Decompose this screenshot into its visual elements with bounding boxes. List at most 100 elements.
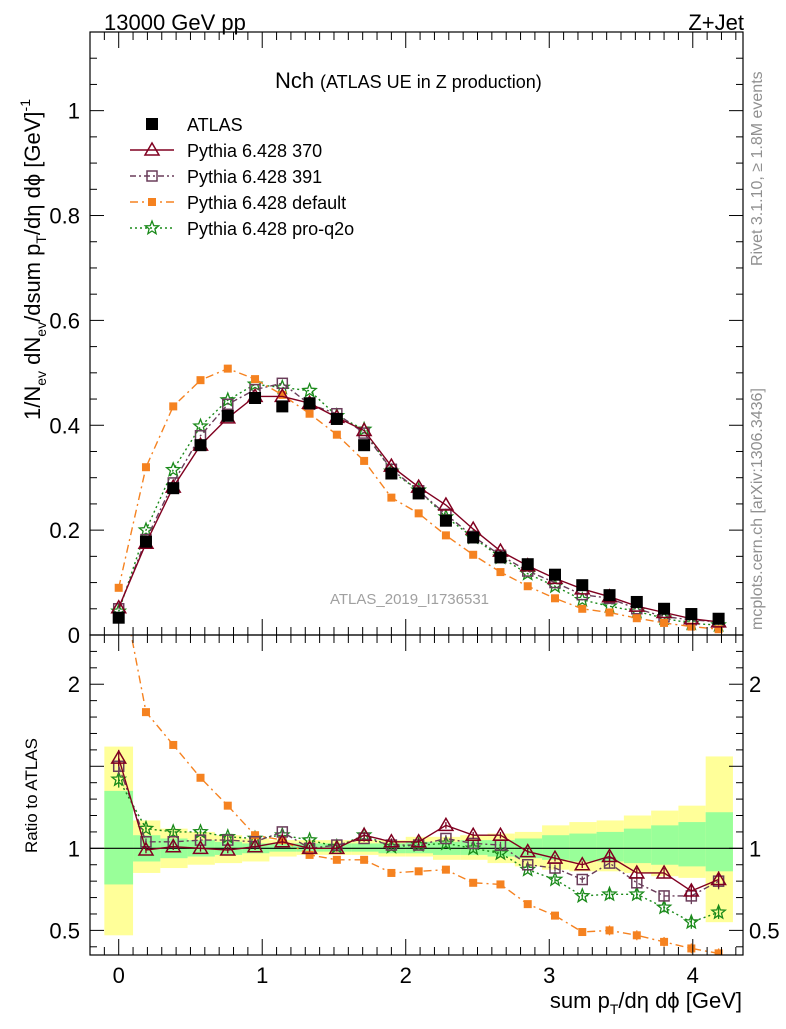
- data-point: [660, 618, 669, 627]
- main-panel: Nch (ATLAS UE in Z production) ATLAS_201…: [49, 31, 744, 648]
- y-tick-label: 0.6: [49, 308, 80, 333]
- ratio-point: [550, 911, 559, 920]
- x-tick-label: 3: [543, 963, 555, 988]
- ratio-point: [492, 844, 509, 861]
- data-point: [548, 568, 561, 581]
- ratio-point: [464, 826, 482, 841]
- ratio-point: [305, 850, 314, 859]
- ratio-point: [246, 838, 264, 853]
- ratio-point: [601, 848, 618, 863]
- ratio-point: [523, 900, 532, 909]
- data-point: [303, 397, 316, 410]
- ratio-point: [687, 944, 696, 953]
- x-tick-label: 1: [256, 963, 268, 988]
- legend-entry: Pythia 6.428 370: [130, 141, 322, 161]
- ratio-point: [141, 708, 150, 717]
- ratio-point: [196, 773, 205, 782]
- ratio-point: [301, 839, 318, 855]
- data-point: [441, 531, 450, 540]
- data-point: [496, 568, 505, 577]
- ratio-point: [332, 855, 341, 864]
- ratio-point: [658, 890, 670, 902]
- ratio-point: [628, 864, 646, 879]
- ratio-point: [137, 841, 155, 856]
- ratio-point: [573, 887, 591, 904]
- legend-label: Pythia 6.428 391: [187, 167, 322, 187]
- ratio-point: [414, 867, 423, 876]
- data-point: [385, 467, 398, 480]
- x-axis-label: sum pT/dη dϕ [GeV]: [550, 988, 742, 1017]
- band-green: [623, 828, 652, 864]
- x-tick-label: 2: [400, 963, 412, 988]
- band-green: [104, 790, 134, 885]
- data-point: [414, 509, 423, 518]
- legend-label: ATLAS: [187, 115, 243, 135]
- band-green: [651, 825, 679, 865]
- data-point: [605, 608, 614, 617]
- ratio-point: [328, 839, 346, 855]
- y-tick-label: 1: [68, 99, 80, 124]
- data-point: [578, 604, 587, 613]
- ratio-point: [276, 826, 289, 838]
- ratio-point: [632, 931, 641, 940]
- ratio-point: [546, 870, 564, 887]
- data-point: [194, 439, 207, 452]
- main-y-axis-label: 1/Nev dNev/dsum pT/dη dϕ [GeV]-1: [17, 99, 49, 420]
- ratio-series-pythia-6-428-370: [110, 749, 727, 898]
- ratio-point: [223, 801, 232, 810]
- data-point: [576, 579, 589, 592]
- ratio-point: [383, 833, 400, 848]
- data-point: [658, 602, 671, 615]
- ratio-point: [682, 913, 700, 930]
- x-tick-label: 0: [113, 963, 125, 988]
- legend-marker: [143, 219, 161, 236]
- band-green: [569, 833, 597, 862]
- legend-entry: Pythia 6.428 391: [130, 167, 322, 187]
- data-point: [223, 364, 232, 373]
- y-tick-label: 0: [68, 623, 80, 648]
- data-point: [437, 496, 455, 511]
- ratio-point: [355, 826, 373, 841]
- ratio-point: [710, 871, 727, 886]
- data-point: [139, 535, 152, 548]
- ratio-point: [274, 833, 291, 848]
- data-point: [358, 439, 371, 452]
- data-point: [221, 409, 234, 422]
- ratio-panel: 0.5 0.5 1 1 2 2 0 1 2 3 4: [49, 634, 780, 988]
- data-point: [412, 487, 425, 500]
- ratio-point: [169, 740, 178, 749]
- ratio-point: [576, 873, 589, 886]
- data-point: [439, 514, 452, 527]
- data-point: [714, 625, 723, 634]
- main-plot-area: [110, 364, 727, 634]
- plot-subtitle: (ATLAS UE in Z production): [320, 72, 542, 92]
- ratio-point: [578, 928, 587, 937]
- data-point: [114, 583, 123, 592]
- data-point: [196, 376, 205, 385]
- band-green: [351, 843, 379, 852]
- data-point: [467, 531, 480, 544]
- ratio-point: [440, 832, 452, 845]
- analysis-watermark: ATLAS_2019_I1736531: [330, 591, 489, 608]
- data-point: [521, 558, 534, 571]
- ratio-y-tick-label: 1: [68, 836, 80, 861]
- ratio-point: [222, 834, 234, 846]
- data-point: [276, 400, 289, 413]
- ratio-y-tick-label-right: 0.5: [749, 918, 780, 943]
- ratio-point: [605, 926, 614, 935]
- legend: ATLAS Pythia 6.428 370 Pythia 6.428 391 Pyt…: [130, 115, 354, 239]
- data-point: [687, 622, 696, 631]
- legend-label: Pythia 6.428 pro-q2o: [187, 219, 354, 239]
- data-point: [169, 402, 178, 411]
- ratio-point: [410, 833, 427, 848]
- ratio-point: [441, 865, 450, 874]
- data-point: [630, 595, 643, 608]
- data-point: [712, 612, 725, 625]
- data-point: [167, 482, 180, 495]
- band-green: [678, 822, 706, 867]
- rivet-version-label: Rivet 3.1.10, ≥ 1.8M events: [749, 71, 766, 266]
- data-point: [330, 412, 343, 425]
- ratio-point: [251, 831, 260, 840]
- collision-label: 13000 GeV pp: [104, 10, 246, 35]
- ratio-point: [714, 949, 723, 955]
